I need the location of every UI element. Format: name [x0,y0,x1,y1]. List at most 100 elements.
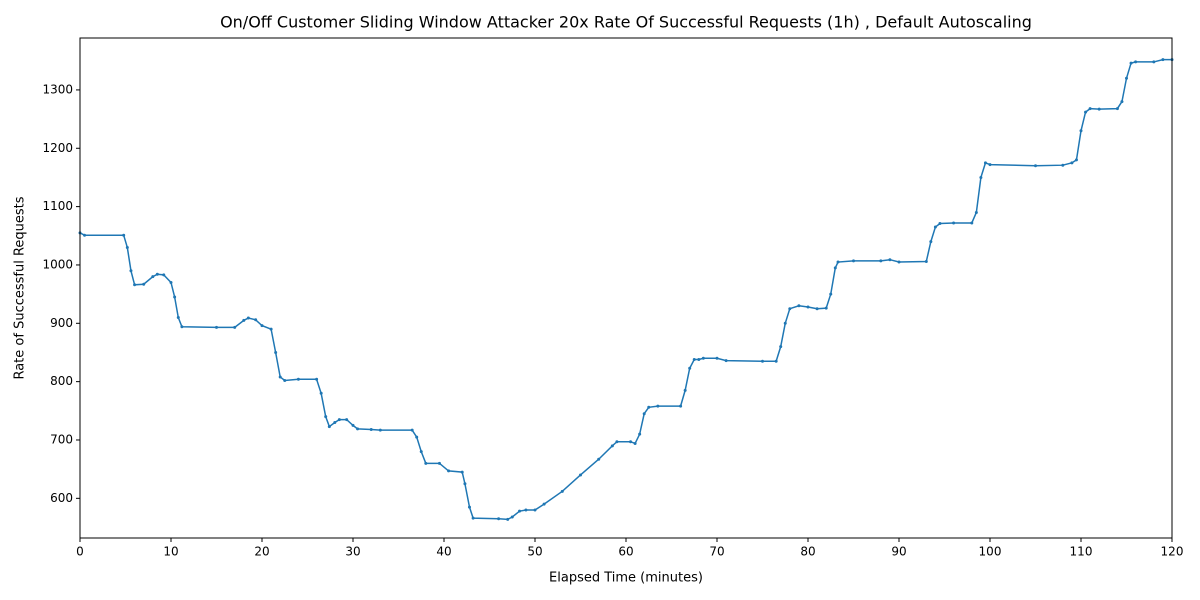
data-point [1079,129,1083,133]
data-point [260,324,264,328]
data-point [952,221,956,225]
data-point [471,516,475,520]
data-point [83,233,87,237]
data-point [142,282,146,286]
data-point [356,427,360,431]
data-point [125,245,129,249]
data-point [233,325,237,329]
x-tick-label: 10 [163,545,178,559]
data-point [351,423,355,427]
data-point [1134,60,1138,64]
data-point [447,469,451,473]
data-point [506,517,510,521]
plot-frame [79,37,1173,539]
data-point [269,327,273,331]
data-point [1161,58,1165,62]
data-point [518,509,522,513]
data-point [1120,100,1124,104]
data-point [579,473,582,477]
data-point [460,470,464,474]
y-tick-label: 1200 [42,141,73,155]
data-point [437,461,441,465]
x-tick-label: 80 [800,545,815,559]
data-point [924,259,928,263]
data-point [467,505,471,509]
y-axis-label: Rate of Successful Requests [13,196,28,379]
data-point [278,375,282,379]
data-point [1070,161,1074,165]
data-point [1088,107,1092,111]
data-point [129,269,133,273]
data-point [315,377,319,381]
data-point [701,356,705,360]
data-point [979,175,983,179]
data-point [560,489,564,493]
x-tick-label: 100 [979,545,1002,559]
data-point [815,307,819,311]
data-point [246,316,250,320]
data-point [933,225,937,229]
data-point [974,210,978,214]
data-point [1084,110,1088,114]
data-point [378,428,382,432]
data-point [327,425,331,429]
data-point [879,259,883,263]
data-point [724,359,728,363]
data-point [419,450,423,454]
data-point [761,359,764,363]
data-point [783,321,787,325]
data-point [510,515,514,519]
x-tick-label: 0 [76,545,84,559]
data-point [642,412,646,416]
data-point [324,415,328,419]
y-tick-label: 1000 [42,257,73,271]
x-tick-label: 90 [891,545,906,559]
data-point [1074,158,1078,162]
data-point [1125,76,1128,80]
y-tick-label: 600 [50,491,73,505]
y-tick-label: 700 [50,432,73,446]
data-point [836,260,840,264]
data-point [169,280,173,284]
data-point [692,357,696,361]
data-point [542,502,546,506]
data-point [173,295,177,299]
x-tick-label: 20 [254,545,269,559]
chart-title: On/Off Customer Sliding Window Attacker … [220,13,1032,32]
data-point [656,404,660,408]
data-point [524,508,528,512]
y-tick-label: 800 [50,374,73,388]
data-point [779,345,783,349]
data-point [283,378,287,382]
data-point [424,461,428,465]
data-point [938,222,942,226]
data-point [633,441,637,445]
data-point [806,305,810,309]
data-point [715,356,719,360]
data-point [254,318,258,322]
x-tick-label: 70 [709,545,724,559]
data-point [1097,107,1101,111]
data-point [133,283,137,287]
data-point [929,240,933,244]
data-point [337,418,341,422]
data-point [688,366,692,370]
data-point [1034,164,1037,168]
data-point [176,315,180,319]
y-tick-label: 900 [50,316,73,330]
data-point [797,304,801,308]
data-point [1152,60,1156,64]
data-point [888,258,892,262]
data-point [647,405,651,409]
data-point [970,221,974,225]
x-tick-label: 60 [618,545,633,559]
x-tick-label: 50 [527,545,542,559]
x-tick-label: 40 [436,545,451,559]
data-point [180,325,184,329]
data-point [242,318,246,322]
data-point [833,266,837,270]
data-point [683,388,687,392]
x-tick-label: 30 [345,545,360,559]
data-point [463,482,467,486]
data-point [597,457,601,461]
